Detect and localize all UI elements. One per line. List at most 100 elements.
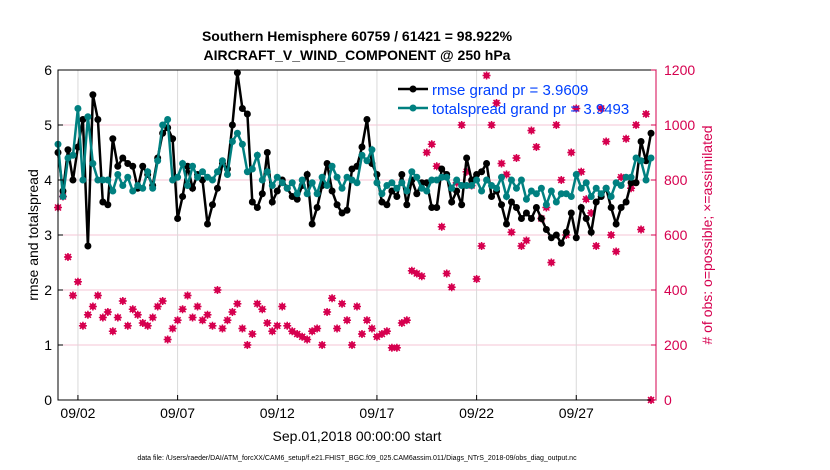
totalspread-point — [368, 146, 376, 154]
obs-assimilated-marker — [318, 341, 327, 349]
rmse-point — [512, 204, 520, 211]
obs-point — [512, 154, 521, 162]
axes: 0 1 2 3 4 5 6 0 200 400 600 800 1000 1200 09/02 09/07 09… — [44, 62, 695, 421]
totalspread-point — [208, 176, 216, 184]
totalspread-point — [537, 184, 545, 192]
totalspread-point — [512, 184, 520, 192]
y2-tick-label: 0 — [664, 392, 672, 408]
obs-assimilated-marker — [283, 321, 292, 330]
rmse-point — [139, 162, 147, 170]
totalspread-point — [463, 182, 471, 189]
obs-assimilated-marker — [208, 321, 217, 330]
obs-assimilated-marker — [303, 335, 312, 344]
obs-point — [447, 283, 456, 292]
obs-assimilated-marker — [118, 297, 127, 305]
obs-point — [333, 324, 342, 333]
y-tick-label: 6 — [44, 62, 52, 78]
rmse-point — [617, 204, 625, 211]
totalspread-point — [129, 187, 137, 195]
rmse-point — [204, 220, 211, 228]
totalspread-point — [468, 182, 476, 189]
y2-tick-label: 200 — [664, 337, 688, 353]
obs-assimilated-marker — [248, 330, 257, 338]
obs-assimilated-marker — [198, 316, 207, 325]
totalspread-point — [139, 184, 147, 192]
totalspread-point — [483, 176, 491, 184]
obs-point — [323, 308, 332, 316]
rmse-point — [612, 220, 620, 228]
rmse-point — [582, 215, 590, 222]
totalspread-point — [194, 173, 202, 181]
rmse-point — [507, 198, 515, 206]
obs-assimilated-marker — [353, 302, 361, 311]
rmse-point — [527, 215, 535, 222]
obs-point — [442, 269, 451, 278]
totalspread-point — [627, 173, 635, 181]
y2-tick-label: 1200 — [664, 62, 695, 78]
obs-point — [78, 321, 87, 330]
obs-point — [507, 228, 516, 237]
totalspread-point — [423, 187, 431, 195]
obs-assimilated-marker — [128, 305, 137, 314]
rmse-point — [119, 154, 127, 162]
legend: rmse grand pr = 3.9609 totalspread grand… — [398, 82, 629, 118]
rmse-point — [572, 234, 580, 242]
obs-assimilated-marker — [377, 330, 386, 338]
obs-point — [63, 253, 72, 261]
obs-point — [88, 302, 97, 311]
obs-point — [273, 321, 282, 330]
rmse-point — [478, 168, 486, 176]
obs-point — [607, 231, 616, 239]
obs-assimilated-marker — [308, 327, 317, 336]
obs-assimilated-marker — [387, 343, 396, 352]
obs-point — [402, 316, 411, 325]
obs-assimilated-marker — [88, 302, 97, 311]
legend-rmse-marker — [409, 85, 417, 93]
x-tick-label: 09/12 — [260, 405, 295, 421]
totalspread-point — [373, 179, 381, 187]
obs-point — [283, 321, 292, 330]
obs-point — [417, 272, 426, 281]
totalspread-point — [458, 182, 466, 189]
obs-assimilated-marker — [397, 319, 406, 327]
totalspread-point — [577, 184, 585, 192]
rmse-point — [363, 116, 371, 123]
rmse-point — [174, 215, 182, 222]
x-axis-label: Sep.01,2018 00:00:00 start — [273, 428, 442, 444]
obs-assimilated-marker — [93, 291, 102, 300]
rmse-point — [253, 204, 261, 211]
obs-assimilated-marker — [193, 302, 202, 311]
obs-assimilated-marker — [507, 228, 516, 237]
obs-point — [577, 167, 586, 176]
totalspread-point — [547, 187, 555, 195]
rmse-point — [293, 195, 301, 203]
rmse-point — [537, 215, 545, 222]
obs-assimilated-marker — [188, 313, 197, 322]
obs-assimilated-marker — [602, 137, 611, 146]
rmse-point — [567, 209, 575, 217]
totalspread-point — [358, 151, 366, 159]
obs-assimilated-marker — [243, 341, 252, 349]
totalspread-point — [109, 187, 117, 195]
rmse-point — [607, 204, 615, 211]
obs-point — [353, 302, 361, 311]
y-tick-label: 0 — [44, 392, 52, 408]
obs-assimilated-marker — [138, 319, 147, 327]
obs-assimilated-marker — [68, 291, 77, 300]
obs-assimilated-marker — [472, 275, 481, 283]
obs-assimilated-marker — [617, 173, 626, 182]
obs-assimilated-marker — [163, 335, 172, 344]
rmse-point — [69, 176, 77, 184]
obs-assimilated-marker — [577, 167, 586, 176]
obs-point — [188, 313, 197, 322]
obs-point — [258, 305, 267, 314]
totalspread-point — [592, 184, 600, 192]
rmse-point — [562, 228, 570, 236]
obs-point — [218, 324, 227, 333]
rmse-point — [64, 146, 72, 154]
obs-point — [557, 176, 566, 184]
obs-assimilated-marker — [427, 140, 436, 149]
obs-assimilated-marker — [348, 341, 357, 349]
rmse-point — [647, 129, 655, 137]
obs-assimilated-marker — [113, 313, 122, 322]
